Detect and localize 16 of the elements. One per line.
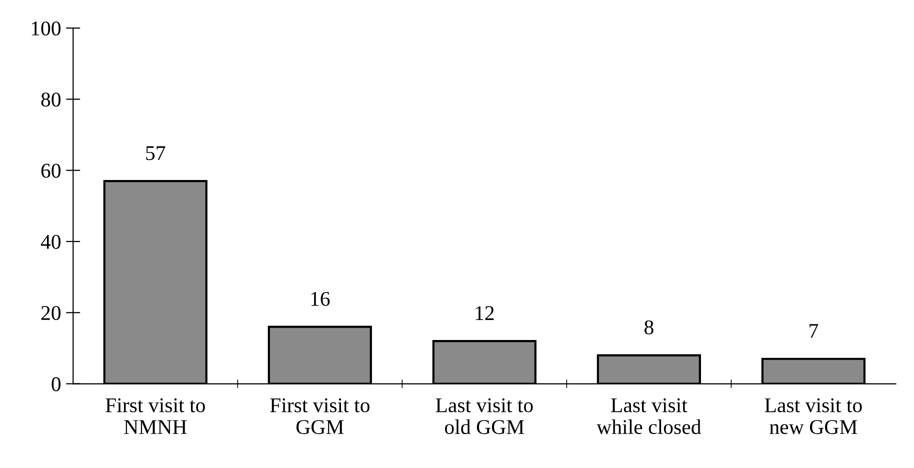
data-label: 16 — [311, 292, 330, 306]
data-label: 7 — [810, 324, 818, 338]
y-tick-label: 60 — [41, 164, 61, 178]
y-tick-label: 0 — [52, 377, 61, 392]
x-tick-label: First visit to NMNH — [106, 398, 205, 434]
data-label: 8 — [644, 320, 654, 334]
x-tick-label: Last visit to old GGM — [436, 398, 533, 434]
y-tick-label: 20 — [41, 306, 61, 320]
x-tick-label: Last visit while closed — [596, 398, 702, 434]
y-tick-label: 40 — [40, 234, 61, 249]
x-tick-label: First visit to GGM — [270, 398, 370, 434]
y-tick-label: 80 — [41, 92, 61, 107]
x-tick-label: Last visit to new GGM — [764, 398, 862, 434]
y-tick-label: 100 — [32, 21, 61, 36]
data-label: 57 — [146, 146, 166, 160]
data-label: 12 — [476, 306, 494, 320]
